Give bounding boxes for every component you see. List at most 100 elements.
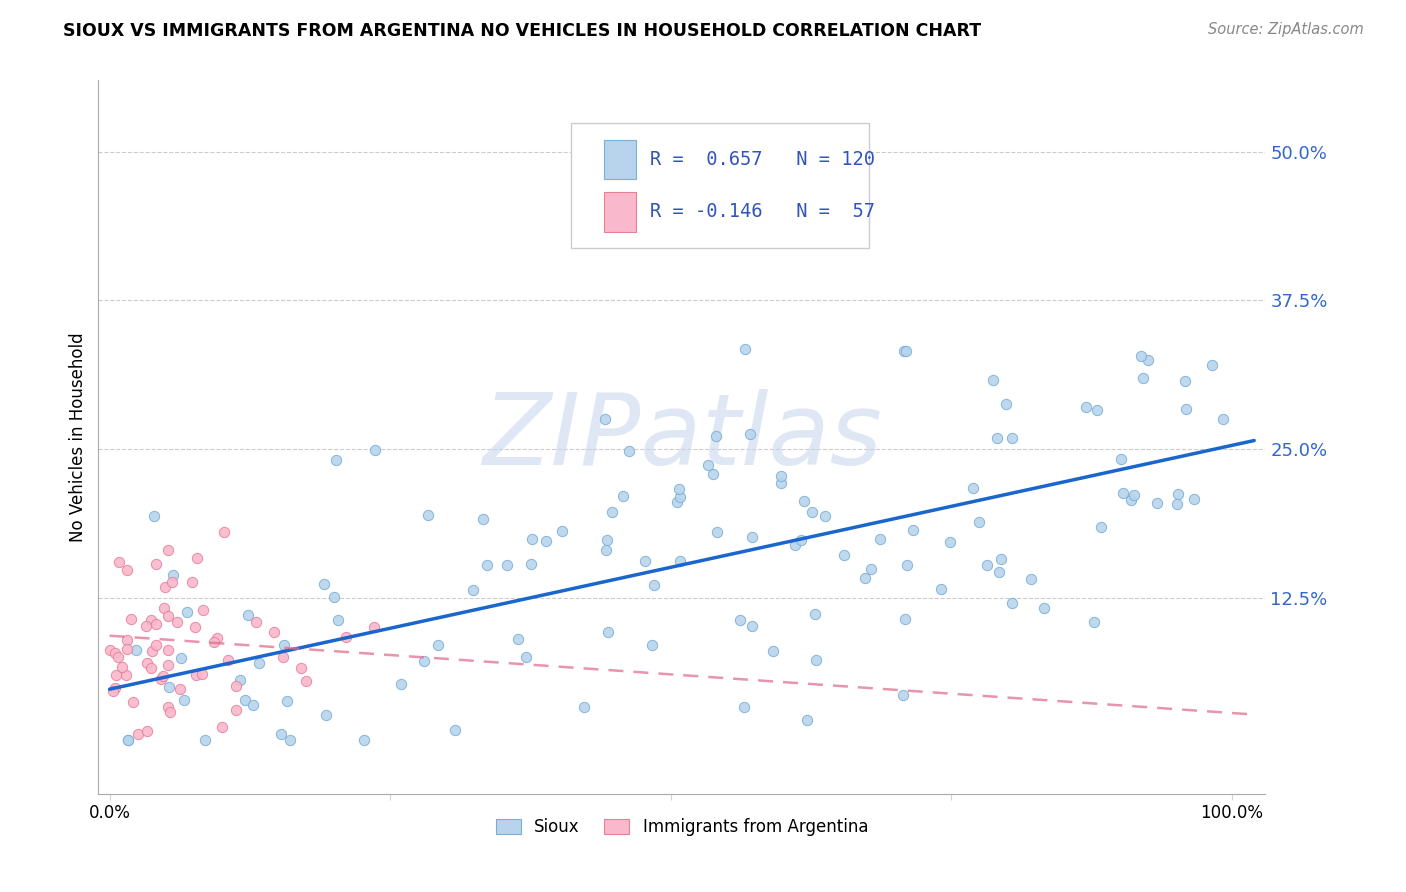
Point bbox=[364, 442, 387, 457]
Point bbox=[107, 649, 129, 664]
Point bbox=[115, 641, 138, 656]
Point bbox=[205, 631, 228, 645]
Point bbox=[804, 607, 827, 622]
Point bbox=[194, 733, 217, 747]
Point bbox=[263, 625, 285, 640]
Point bbox=[859, 562, 882, 576]
Point bbox=[157, 657, 180, 672]
Legend: Sioux, Immigrants from Argentina: Sioux, Immigrants from Argentina bbox=[489, 812, 875, 843]
Point bbox=[572, 699, 595, 714]
Text: R = -0.146   N =  57: R = -0.146 N = 57 bbox=[651, 202, 876, 221]
Point bbox=[135, 656, 157, 670]
Point bbox=[233, 693, 256, 707]
Point bbox=[666, 494, 689, 508]
Point bbox=[804, 653, 827, 667]
Point bbox=[101, 684, 124, 698]
Point bbox=[353, 733, 375, 747]
Point bbox=[191, 666, 214, 681]
Point bbox=[986, 431, 1008, 445]
Point bbox=[785, 538, 807, 552]
Point bbox=[152, 669, 174, 683]
Point bbox=[217, 653, 239, 667]
Point bbox=[160, 574, 183, 589]
Point bbox=[157, 608, 180, 623]
Point bbox=[173, 693, 195, 707]
Point bbox=[929, 582, 952, 596]
Point bbox=[596, 624, 619, 639]
Text: ZIPatlas: ZIPatlas bbox=[482, 389, 882, 485]
Point bbox=[938, 535, 960, 549]
Point bbox=[1109, 452, 1132, 467]
Point bbox=[120, 612, 142, 626]
Point bbox=[245, 615, 267, 630]
Point bbox=[596, 533, 619, 547]
Point bbox=[471, 512, 494, 526]
Point bbox=[515, 650, 537, 665]
Point bbox=[159, 705, 181, 719]
Point bbox=[136, 724, 159, 739]
Point bbox=[595, 412, 617, 426]
Point bbox=[869, 533, 891, 547]
Point bbox=[496, 558, 519, 572]
Point bbox=[704, 428, 727, 442]
Point bbox=[814, 508, 837, 523]
Point bbox=[1119, 492, 1142, 507]
Point bbox=[668, 554, 690, 568]
Point bbox=[166, 615, 188, 629]
Point bbox=[1083, 615, 1105, 629]
Point bbox=[1123, 488, 1146, 502]
Point bbox=[153, 601, 176, 615]
Point bbox=[225, 679, 247, 693]
Point bbox=[706, 525, 728, 540]
Point bbox=[169, 682, 191, 697]
Point bbox=[730, 613, 752, 627]
Point bbox=[1167, 487, 1189, 501]
Point bbox=[157, 699, 180, 714]
Point bbox=[741, 619, 763, 633]
Point bbox=[212, 525, 235, 540]
Point bbox=[962, 481, 984, 495]
Point bbox=[595, 543, 617, 558]
Point bbox=[1111, 485, 1133, 500]
Point bbox=[153, 580, 176, 594]
Point bbox=[290, 661, 312, 675]
Point bbox=[170, 650, 193, 665]
Point bbox=[157, 680, 180, 694]
Point bbox=[322, 591, 344, 605]
Point bbox=[461, 582, 484, 597]
Point bbox=[104, 646, 127, 660]
Point bbox=[770, 476, 793, 491]
Point bbox=[733, 700, 755, 714]
Point bbox=[184, 620, 207, 634]
Point bbox=[328, 613, 350, 627]
Point bbox=[191, 603, 214, 617]
Point bbox=[1166, 497, 1188, 511]
Point bbox=[211, 720, 233, 734]
Point bbox=[612, 489, 634, 503]
Point bbox=[325, 452, 347, 467]
Point bbox=[668, 483, 690, 497]
Point bbox=[141, 644, 163, 658]
Point bbox=[115, 563, 138, 577]
Point bbox=[1001, 431, 1024, 445]
FancyBboxPatch shape bbox=[603, 193, 637, 232]
Point bbox=[280, 733, 302, 747]
Point bbox=[1033, 601, 1056, 615]
Point bbox=[1132, 370, 1154, 384]
Point bbox=[1174, 374, 1197, 388]
Point bbox=[416, 508, 439, 523]
FancyBboxPatch shape bbox=[571, 123, 869, 248]
Point bbox=[111, 660, 134, 674]
Point bbox=[141, 660, 163, 674]
Point bbox=[988, 565, 1011, 579]
Point bbox=[273, 649, 295, 664]
Point bbox=[508, 632, 530, 646]
Point bbox=[600, 505, 623, 519]
Point bbox=[412, 654, 434, 668]
FancyBboxPatch shape bbox=[603, 139, 637, 178]
Point bbox=[181, 575, 204, 590]
Point bbox=[236, 608, 259, 623]
Point bbox=[127, 727, 149, 741]
Point bbox=[1090, 519, 1112, 533]
Point bbox=[834, 548, 856, 562]
